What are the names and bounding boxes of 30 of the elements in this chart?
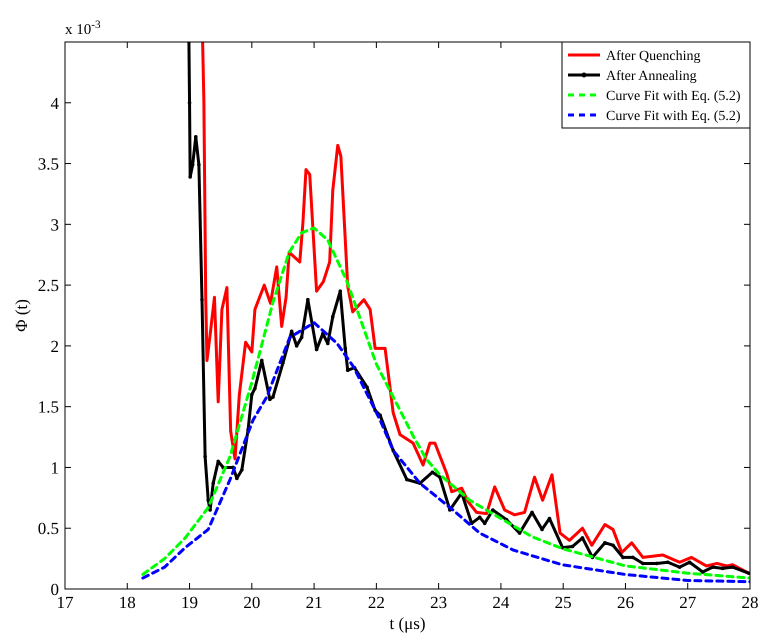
x-tick-label: 24 bbox=[492, 593, 510, 612]
x-tick-label: 21 bbox=[306, 593, 323, 612]
x-tick-label: 20 bbox=[243, 593, 260, 612]
x-tick-label: 22 bbox=[368, 593, 385, 612]
y-tick-label: 2 bbox=[50, 336, 59, 356]
x-tick-label: 23 bbox=[430, 593, 448, 612]
legend-label: Curve Fit with Eq. (5.2) bbox=[606, 89, 741, 104]
x-tick-label: 19 bbox=[181, 593, 198, 612]
x-tick-label: 17 bbox=[56, 593, 74, 612]
y-tick-label: 4 bbox=[50, 94, 60, 113]
text: x 10$^{-3}$ bbox=[65, 19, 101, 38]
legend-label: After Annealing bbox=[606, 69, 697, 84]
y-tick-label: 1 bbox=[50, 458, 59, 478]
y-tick-label: 0.5 bbox=[38, 519, 59, 538]
y-axis-title: Φ (t) bbox=[12, 299, 31, 332]
x-tick-label: 25 bbox=[554, 593, 572, 612]
x-tick-label: 28 bbox=[742, 593, 758, 612]
x-tick-label: 27 bbox=[679, 593, 697, 612]
y-tick-label: 2.5 bbox=[38, 276, 59, 296]
y-tick-label: 3 bbox=[50, 215, 59, 234]
x-axis-title: t (μs) bbox=[389, 614, 426, 633]
y-tick-label: 0 bbox=[50, 580, 59, 599]
y-tick-label: 3.5 bbox=[38, 154, 59, 174]
legend-label: After Quenching bbox=[606, 49, 700, 64]
line-series bbox=[141, 321, 750, 584]
line-series bbox=[141, 226, 750, 580]
legend-label: Curve Fit with Eq. (5.2) bbox=[606, 109, 741, 124]
x-tick-label: 26 bbox=[616, 593, 634, 612]
x-tick-label: 18 bbox=[118, 593, 136, 612]
y-tick-label: 1.5 bbox=[38, 398, 59, 417]
